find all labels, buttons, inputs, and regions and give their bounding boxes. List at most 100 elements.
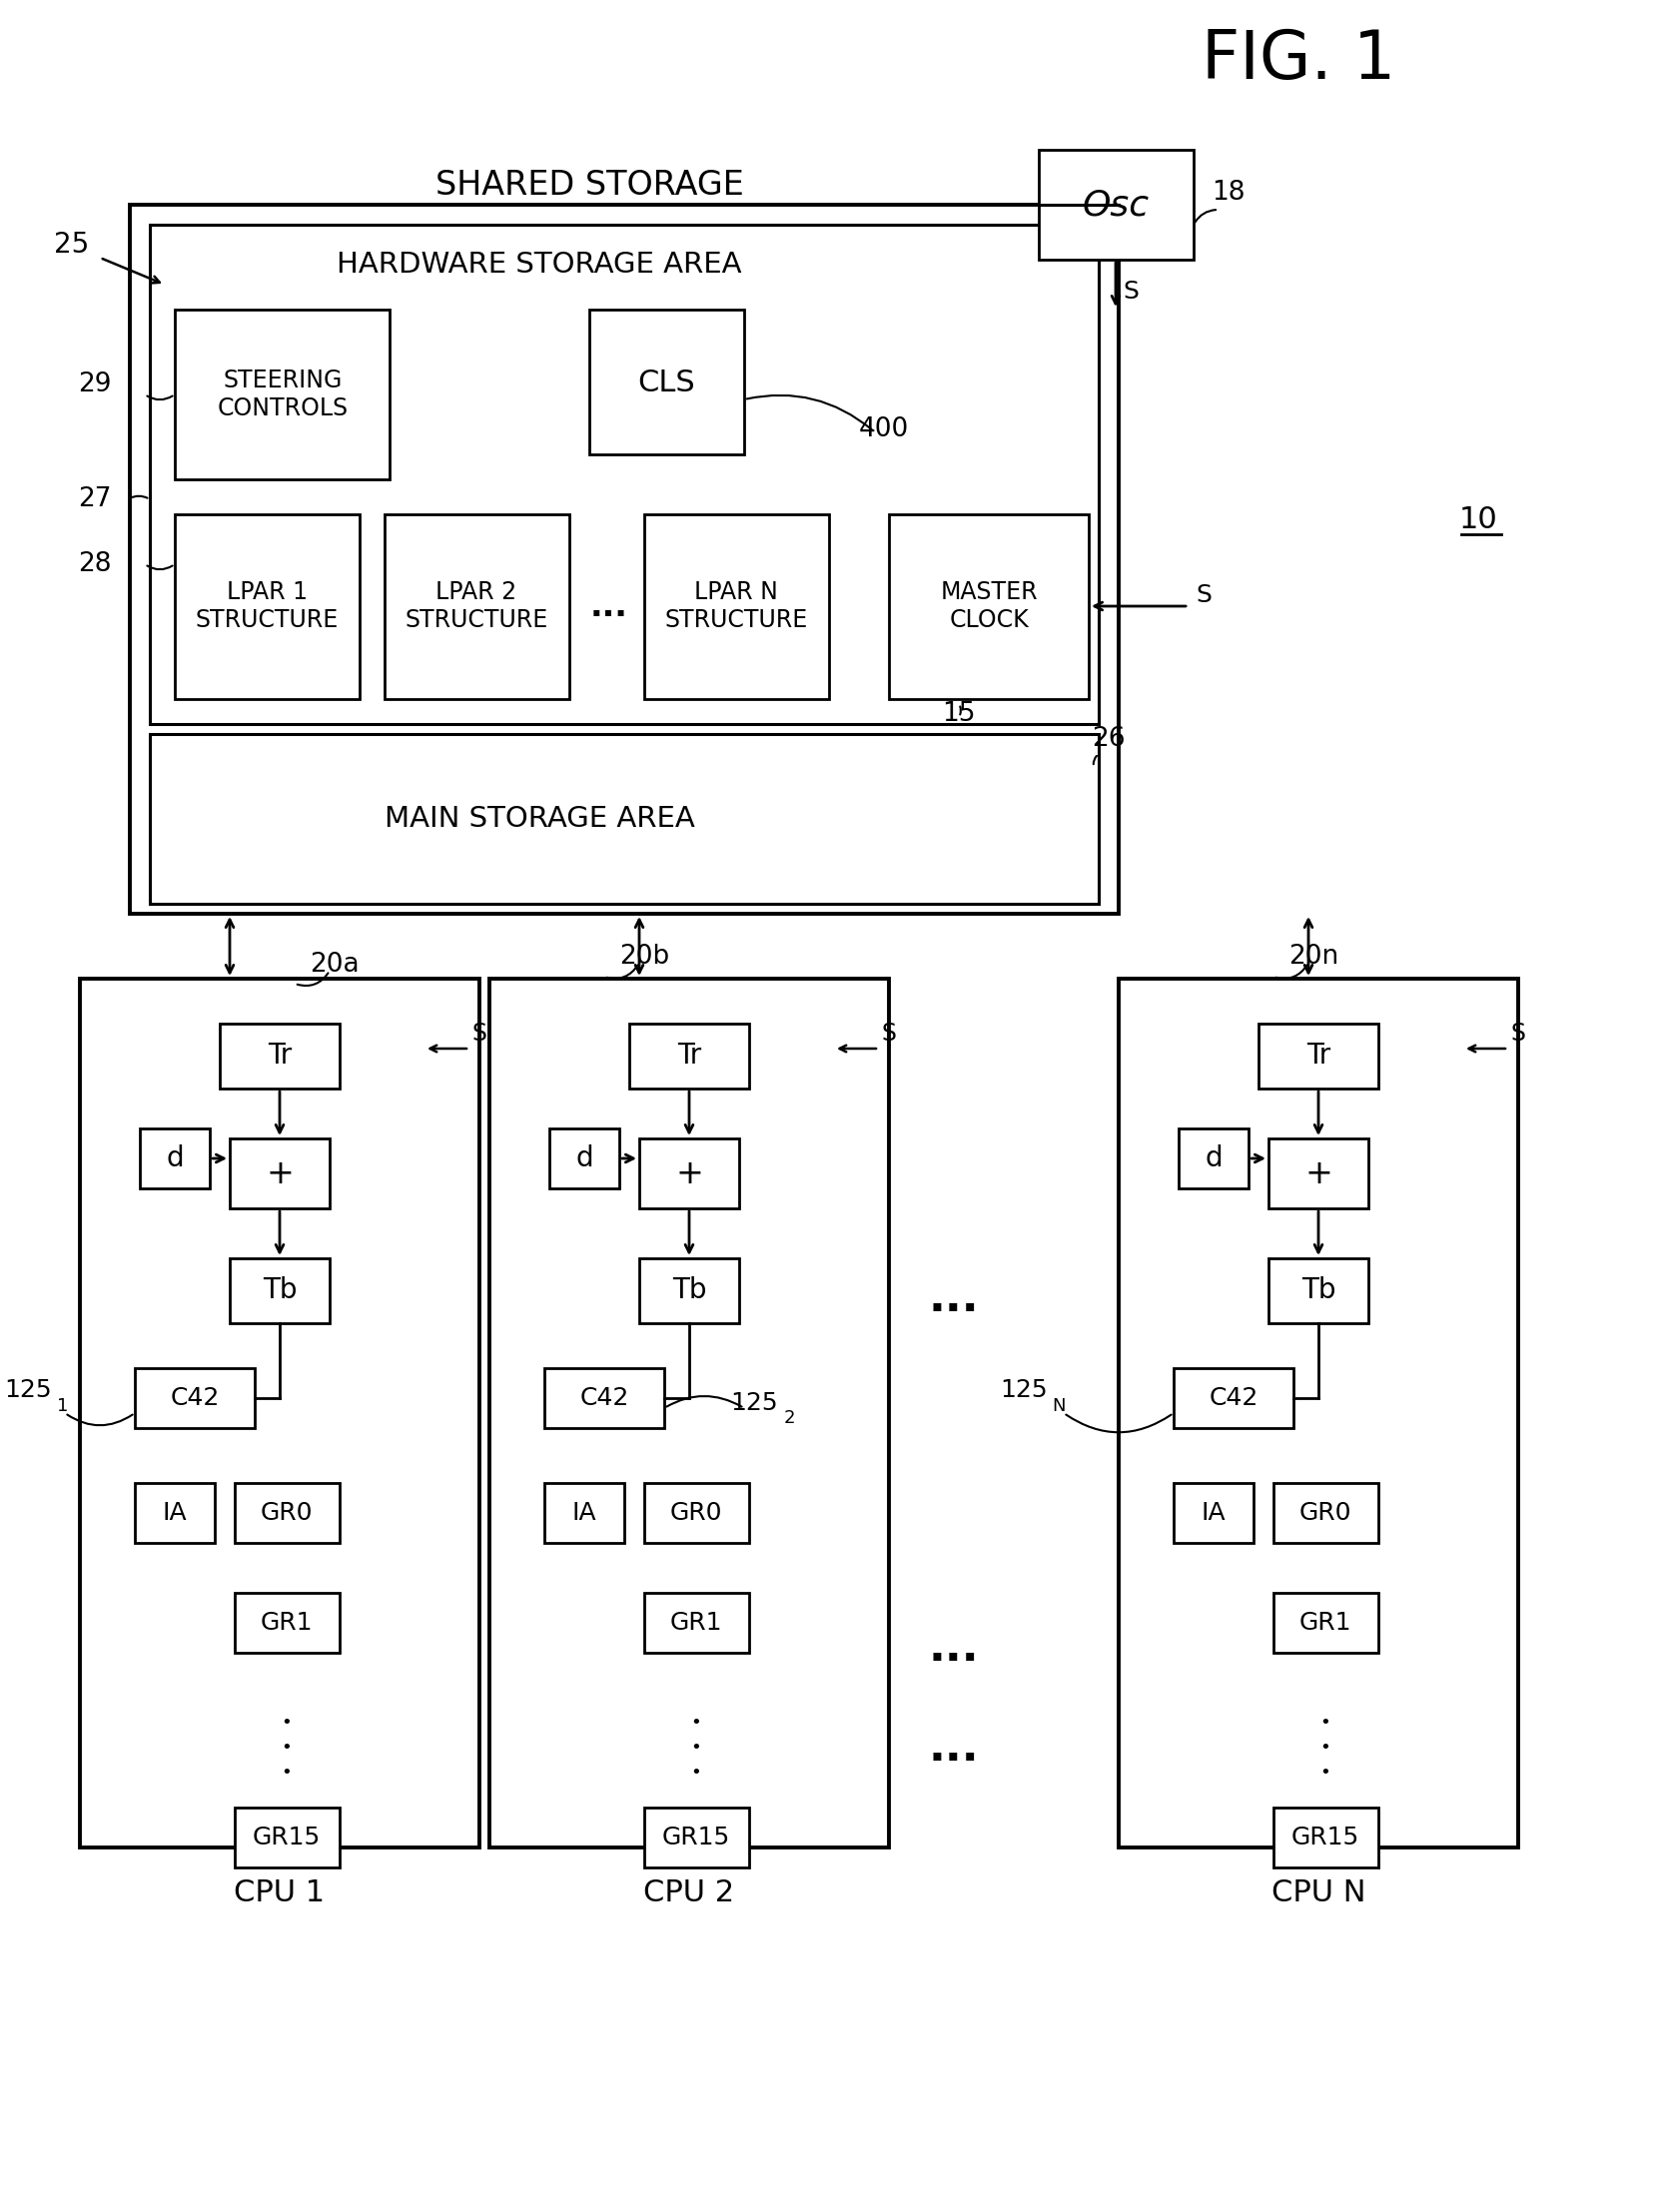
Bar bbox=[1269, 1139, 1368, 1208]
Text: Tb: Tb bbox=[262, 1276, 297, 1305]
Bar bbox=[230, 1139, 329, 1208]
Bar bbox=[644, 1807, 748, 1867]
Bar bbox=[639, 1259, 738, 1323]
Bar bbox=[230, 1259, 329, 1323]
Text: Tr: Tr bbox=[267, 1042, 292, 1071]
Text: S: S bbox=[1510, 1022, 1525, 1046]
Bar bbox=[1039, 150, 1193, 259]
Text: IA: IA bbox=[163, 1502, 186, 1524]
Bar bbox=[644, 1482, 748, 1544]
Text: •: • bbox=[1321, 1739, 1331, 1756]
Text: IA: IA bbox=[572, 1502, 597, 1524]
Text: 20a: 20a bbox=[310, 951, 359, 978]
Text: 125: 125 bbox=[730, 1391, 779, 1416]
Text: d: d bbox=[576, 1144, 592, 1172]
Text: GR1: GR1 bbox=[670, 1610, 723, 1635]
Text: GR0: GR0 bbox=[1299, 1502, 1352, 1524]
Text: 125: 125 bbox=[3, 1378, 52, 1402]
Text: 10: 10 bbox=[1458, 504, 1497, 533]
Text: LPAR 2
STRUCTURE: LPAR 2 STRUCTURE bbox=[404, 580, 549, 633]
Text: •: • bbox=[691, 1763, 701, 1781]
Text: GR1: GR1 bbox=[260, 1610, 312, 1635]
Text: •: • bbox=[1321, 1763, 1331, 1781]
Bar bbox=[134, 1369, 255, 1429]
Bar bbox=[644, 1593, 748, 1652]
Text: C42: C42 bbox=[579, 1387, 629, 1409]
Bar bbox=[589, 310, 743, 453]
Text: +: + bbox=[265, 1157, 294, 1190]
Bar bbox=[889, 515, 1089, 699]
Text: C42: C42 bbox=[1208, 1387, 1258, 1409]
Text: •: • bbox=[282, 1763, 292, 1781]
Text: +: + bbox=[1304, 1157, 1332, 1190]
Text: CPU N: CPU N bbox=[1272, 1878, 1366, 1907]
Text: MAIN STORAGE AREA: MAIN STORAGE AREA bbox=[384, 805, 695, 834]
Text: d: d bbox=[166, 1144, 183, 1172]
Text: IA: IA bbox=[1201, 1502, 1227, 1524]
Text: LPAR 1
STRUCTURE: LPAR 1 STRUCTURE bbox=[195, 580, 339, 633]
Text: Tb: Tb bbox=[671, 1276, 706, 1305]
Text: •: • bbox=[282, 1739, 292, 1756]
Text: 2: 2 bbox=[784, 1409, 795, 1427]
Text: Tr: Tr bbox=[1305, 1042, 1331, 1071]
Bar bbox=[235, 1482, 339, 1544]
Bar bbox=[629, 1024, 748, 1088]
Text: •: • bbox=[691, 1739, 701, 1756]
Bar bbox=[639, 1139, 738, 1208]
Text: 18: 18 bbox=[1212, 179, 1245, 206]
Text: ...: ... bbox=[591, 591, 628, 622]
Text: 26: 26 bbox=[1092, 726, 1126, 752]
Text: GR15: GR15 bbox=[253, 1825, 320, 1849]
Text: 20n: 20n bbox=[1289, 945, 1339, 969]
Text: 1: 1 bbox=[57, 1398, 69, 1416]
Bar bbox=[544, 1369, 664, 1429]
Text: Tr: Tr bbox=[676, 1042, 701, 1071]
Text: CLS: CLS bbox=[638, 367, 695, 396]
Text: 25: 25 bbox=[54, 230, 89, 259]
Bar bbox=[1269, 1259, 1368, 1323]
Text: 125: 125 bbox=[1000, 1378, 1047, 1402]
Text: ...: ... bbox=[928, 1276, 980, 1321]
Text: GR1: GR1 bbox=[1299, 1610, 1352, 1635]
Text: ...: ... bbox=[928, 1626, 980, 1670]
Text: Osc: Osc bbox=[1082, 188, 1149, 221]
Text: ...: ... bbox=[928, 1725, 980, 1770]
Text: SHARED STORAGE: SHARED STORAGE bbox=[435, 168, 743, 201]
Text: •: • bbox=[282, 1714, 292, 1732]
Text: HARDWARE STORAGE AREA: HARDWARE STORAGE AREA bbox=[337, 250, 742, 279]
Bar bbox=[549, 1128, 619, 1188]
Text: C42: C42 bbox=[169, 1387, 220, 1409]
Text: 15: 15 bbox=[941, 701, 975, 728]
Text: CPU 2: CPU 2 bbox=[644, 1878, 735, 1907]
Text: GR0: GR0 bbox=[260, 1502, 312, 1524]
Text: +: + bbox=[675, 1157, 703, 1190]
Text: 20b: 20b bbox=[619, 945, 670, 969]
Text: GR15: GR15 bbox=[663, 1825, 730, 1849]
Bar bbox=[1274, 1807, 1378, 1867]
Text: 400: 400 bbox=[859, 416, 909, 442]
Bar bbox=[220, 1024, 339, 1088]
Bar bbox=[1274, 1593, 1378, 1652]
Bar bbox=[129, 206, 1119, 914]
Text: S: S bbox=[1196, 584, 1212, 606]
Bar bbox=[1173, 1482, 1253, 1544]
Bar bbox=[139, 1128, 210, 1188]
Text: S: S bbox=[881, 1022, 896, 1046]
Text: FIG. 1: FIG. 1 bbox=[1201, 27, 1396, 93]
Text: S: S bbox=[472, 1022, 487, 1046]
Bar bbox=[1178, 1128, 1248, 1188]
Text: STEERING
CONTROLS: STEERING CONTROLS bbox=[216, 369, 347, 420]
Bar bbox=[235, 1593, 339, 1652]
Text: LPAR N
STRUCTURE: LPAR N STRUCTURE bbox=[664, 580, 807, 633]
Bar bbox=[81, 978, 480, 1847]
Text: 27: 27 bbox=[79, 487, 112, 513]
Text: GR0: GR0 bbox=[670, 1502, 723, 1524]
Text: d: d bbox=[1205, 1144, 1222, 1172]
Text: 29: 29 bbox=[79, 372, 112, 398]
Text: MASTER
CLOCK: MASTER CLOCK bbox=[940, 580, 1037, 633]
Bar bbox=[544, 1482, 624, 1544]
Bar bbox=[134, 1482, 215, 1544]
Bar bbox=[175, 515, 359, 699]
Bar bbox=[1274, 1482, 1378, 1544]
Bar bbox=[149, 226, 1099, 723]
